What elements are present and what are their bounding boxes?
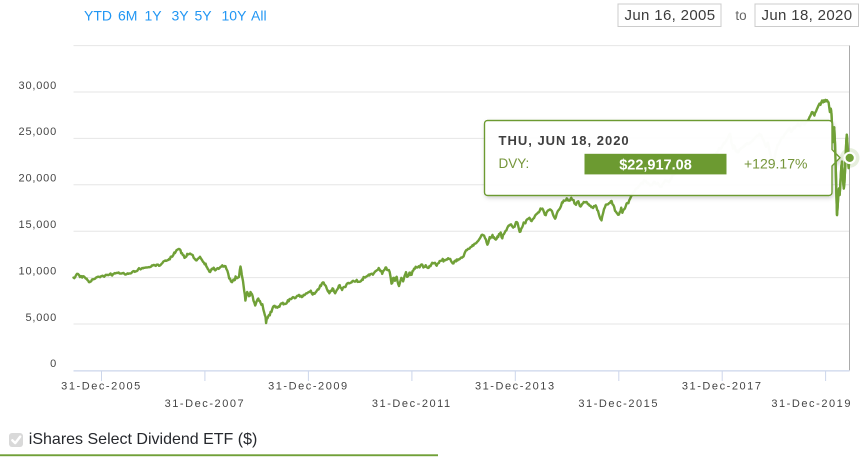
svg-text:31-Dec-2015: 31-Dec-2015 — [578, 398, 659, 410]
svg-text:to: to — [735, 8, 746, 23]
svg-text:DVY:: DVY: — [499, 156, 530, 171]
svg-text:THU, JUN 18, 2020: THU, JUN 18, 2020 — [499, 133, 630, 148]
svg-text:25,000: 25,000 — [19, 126, 57, 138]
svg-text:Jun 16, 2005: Jun 16, 2005 — [625, 7, 716, 24]
svg-text:31-Dec-2017: 31-Dec-2017 — [682, 381, 763, 393]
svg-text:0: 0 — [50, 358, 57, 370]
svg-text:31-Dec-2013: 31-Dec-2013 — [475, 381, 556, 393]
svg-text:31-Dec-2019: 31-Dec-2019 — [771, 398, 852, 410]
svg-text:10,000: 10,000 — [19, 265, 57, 277]
svg-text:5Y: 5Y — [195, 8, 213, 24]
svg-text:5,000: 5,000 — [25, 312, 57, 324]
svg-text:30,000: 30,000 — [19, 80, 57, 92]
svg-text:YTD: YTD — [84, 8, 112, 24]
svg-text:1Y: 1Y — [145, 8, 163, 24]
svg-text:iShares Select Dividend ETF ($: iShares Select Dividend ETF ($) — [29, 431, 258, 448]
svg-text:6M: 6M — [118, 8, 137, 24]
svg-text:$22,917.08: $22,917.08 — [619, 158, 692, 174]
svg-text:31-Dec-2005: 31-Dec-2005 — [61, 381, 142, 393]
svg-text:+129.17%: +129.17% — [744, 155, 807, 171]
svg-text:15,000: 15,000 — [19, 219, 57, 231]
svg-text:Jun 18, 2020: Jun 18, 2020 — [762, 7, 853, 24]
svg-text:3Y: 3Y — [172, 8, 190, 24]
svg-text:31-Dec-2011: 31-Dec-2011 — [372, 398, 452, 410]
svg-text:31-Dec-2009: 31-Dec-2009 — [268, 381, 349, 393]
svg-text:10Y: 10Y — [222, 8, 248, 24]
svg-text:All: All — [251, 8, 267, 24]
svg-text:20,000: 20,000 — [19, 173, 57, 185]
svg-text:31-Dec-2007: 31-Dec-2007 — [165, 398, 246, 410]
